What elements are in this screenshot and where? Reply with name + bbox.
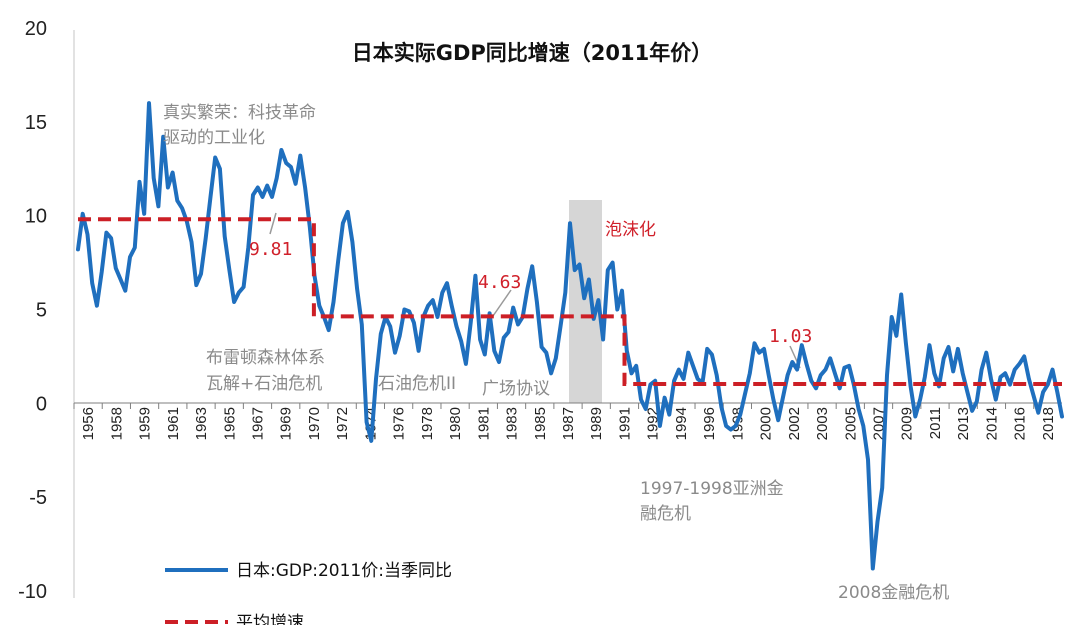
x-tick-label: 1991	[616, 407, 633, 440]
x-tick-label: 1978	[419, 407, 436, 440]
annotation-asian-crisis-line1: 1997-1998亚洲金	[640, 479, 784, 499]
avg-label-3: 1.03	[769, 326, 812, 347]
annotation-bretton-woods-line2: 瓦解+石油危机	[206, 374, 322, 394]
x-tick-label: 2014	[983, 407, 1000, 440]
x-axis	[73, 30, 1062, 598]
x-tick-label: 1961	[165, 407, 182, 440]
x-tick-label: 2009	[899, 407, 916, 440]
x-tick-label: 1980	[447, 407, 464, 440]
x-tick-label: 1970	[306, 407, 323, 440]
avg-label-1: 9.81	[249, 239, 292, 260]
x-tick-label: 2000	[758, 407, 775, 440]
annotation-plaza-accord: 广场协议	[482, 379, 550, 399]
x-tick-label: 1989	[588, 407, 605, 440]
x-tick-label: 1996	[701, 407, 718, 440]
y-axis: 20 15 10 5 0 -5 -10	[18, 18, 47, 603]
x-tick-label: 2016	[1012, 407, 1029, 440]
x-tick-label: 1956	[80, 407, 97, 440]
x-tick-label: 1976	[391, 407, 408, 440]
annotation-bubble: 泡沫化	[605, 220, 656, 240]
gdp-series-line	[76, 101, 1064, 571]
y-tick-label: 20	[25, 18, 47, 40]
x-tick-label: 2018	[1040, 407, 1057, 440]
annotation-oil-crisis-2: 石油危机II	[378, 374, 456, 394]
y-tick-label: -5	[29, 487, 47, 509]
chart-title: 日本实际GDP同比增速（2011年价）	[352, 41, 713, 65]
legend: 日本:GDP:2011价:当季同比 平均增速	[165, 561, 452, 625]
x-tick-label: 2011	[927, 407, 944, 439]
legend-average-label: 平均增速	[236, 613, 304, 625]
annotation-bretton-woods-line1: 布雷顿森林体系	[206, 348, 325, 368]
x-tick-label: 2002	[786, 407, 803, 440]
x-tick-label: 1963	[193, 407, 210, 440]
annotation-prosperity-line1: 真实繁荣：科技革命	[163, 103, 316, 123]
x-tick-label: 1981	[475, 407, 492, 440]
x-tick-label: 1994	[673, 407, 690, 440]
avg-label-2: 4.63	[478, 272, 521, 293]
y-tick-label: 0	[36, 393, 47, 415]
x-tick-label: 1985	[532, 407, 549, 440]
x-tick-label: 1959	[137, 407, 154, 440]
y-tick-label: -10	[18, 581, 47, 603]
x-tick-label: 1958	[108, 407, 125, 440]
x-tick-label: 2005	[842, 407, 859, 440]
x-tick-label: 1969	[278, 407, 295, 440]
x-tick-label: 1987	[560, 407, 577, 440]
x-tick-label: 2013	[955, 407, 972, 440]
annotation-asian-crisis-line2: 融危机	[640, 504, 691, 524]
x-axis-ticks: 1956 1958 1959 1961 1963 1965 1967 1969 1970 1972…	[73, 403, 1057, 440]
annotation-2008-crisis: 2008金融危机	[838, 583, 949, 603]
y-tick-label: 15	[25, 112, 47, 134]
y-tick-label: 10	[25, 206, 47, 228]
average-growth-line	[78, 217, 1062, 386]
x-tick-label: 1967	[249, 407, 266, 440]
x-tick-label: 1965	[221, 407, 238, 440]
x-tick-label: 1983	[504, 407, 521, 440]
legend-gdp-label: 日本:GDP:2011价:当季同比	[236, 561, 452, 581]
x-tick-label: 2003	[814, 407, 831, 440]
annotation-prosperity-line2: 驱动的工业化	[163, 128, 265, 148]
y-tick-label: 5	[36, 300, 47, 322]
x-tick-label: 1972	[334, 407, 351, 440]
